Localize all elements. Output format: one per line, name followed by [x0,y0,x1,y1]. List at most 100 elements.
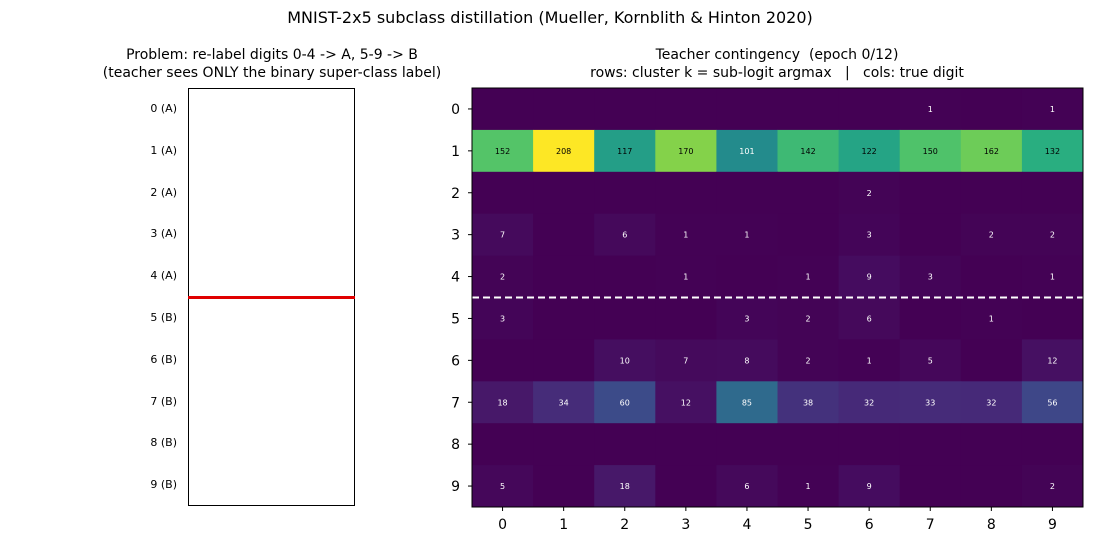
cell-value-label: 9 [867,273,872,282]
heatmap-cell [594,339,656,382]
x-tick-label: 9 [1048,517,1057,533]
heatmap-cell [1021,381,1084,424]
heatmap-cell [899,465,962,508]
superclass-separator [188,296,355,299]
cell-value-label: 85 [742,398,752,407]
x-tick-label: 6 [865,517,874,533]
heatmap-cell [777,339,840,382]
digit-row-label: 6 (B) [150,352,177,366]
y-tick-label: 5 [451,311,460,327]
heatmap-cell [716,465,778,508]
cell-value-label: 1 [806,273,811,282]
heatmap-cell [533,465,595,508]
cell-value-label: 34 [559,398,569,407]
figure-title: MNIST-2x5 subclass distillation (Mueller… [287,8,813,27]
heatmap-cell [716,339,778,382]
heatmap-cell [1021,423,1084,466]
heatmap-cell [960,423,1023,466]
cell-value-label: 32 [986,398,996,407]
cell-value-label: 10 [620,356,630,365]
heatmap-cell [716,423,778,466]
cell-value-label: 1 [928,105,933,114]
heatmap-cell [533,297,595,340]
cell-value-label: 5 [500,482,505,491]
heatmap-cell [716,255,778,298]
cell-value-label: 6 [622,231,627,240]
heatmap-cell [655,297,717,340]
heatmap-cell [533,171,595,215]
heatmap-cell [960,129,1023,173]
cell-value-label: 122 [862,147,877,156]
heatmap-cell [594,297,656,340]
heatmap-cell [1021,213,1084,257]
cell-value-label: 142 [800,147,815,156]
heatmap-cell [533,213,595,257]
heatmap-cell [1021,339,1084,382]
cell-value-label: 170 [678,147,693,156]
cell-value-label: 2 [500,273,505,282]
cell-value-label: 117 [617,147,632,156]
heatmap-cell [1021,465,1084,508]
cell-value-label: 2 [989,231,994,240]
y-tick-label: 2 [451,186,460,202]
heatmap-cell [533,423,595,466]
heatmap-cell [838,423,901,466]
cell-value-label: 208 [556,147,571,156]
heatmap-cell [899,381,962,424]
cell-value-label: 3 [867,231,872,240]
heatmap-cell [472,297,534,340]
heatmap-cell [472,171,534,215]
heatmap-cell [899,255,962,298]
heatmap-cell [960,339,1023,382]
left-panel-title: Problem: re-label digits 0-4 -> A, 5-9 -… [102,47,442,81]
cell-value-label: 1 [744,231,749,240]
heatmap-cell [777,381,840,424]
heatmap-cell [594,465,656,508]
heatmap-cell [838,297,901,340]
heatmap-cell [472,129,534,173]
cell-value-label: 12 [681,398,691,407]
heatmap-cell [899,339,962,382]
heatmap-cell [716,129,778,173]
heatmap-cell [899,129,962,173]
cell-value-label: 2 [806,314,811,323]
x-tick-label: 0 [498,517,507,533]
heatmap-cell [472,465,534,508]
x-tick-label: 2 [620,517,629,533]
heatmap-cell [655,465,717,508]
digit-row-label: 8 (B) [150,436,177,450]
cell-value-label: 56 [1047,398,1057,407]
cell-value-label: 5 [928,356,933,365]
heatmap-cell [960,381,1023,424]
cell-value-label: 150 [923,147,938,156]
heatmap-cell [899,213,962,257]
x-tick-label: 4 [742,517,751,533]
cell-value-label: 1 [867,356,872,365]
cell-value-label: 162 [984,147,999,156]
heatmap-cell [594,381,656,424]
cell-value-label: 1 [806,482,811,491]
heatmap-cell [472,423,534,466]
heatmap-cell [1021,171,1084,215]
heatmap-cell [716,381,778,424]
cell-value-label: 8 [744,356,749,365]
heatmap-frame [471,87,1084,508]
heatmap-title: Teacher contingency (epoch 0/12) rows: c… [590,47,964,81]
cell-value-label: 2 [867,189,872,198]
heatmap-cell [472,213,534,257]
heatmap-cell [716,297,778,340]
y-tick-label: 7 [451,395,460,411]
heatmap-cell [777,255,840,298]
cell-value-label: 38 [803,398,813,407]
y-tick-label: 9 [451,479,460,495]
cell-value-label: 1 [1050,105,1055,114]
digit-row-label: 0 (A) [150,101,177,115]
heatmap-cell [472,88,534,131]
heatmap-cell [899,423,962,466]
heatmap-cell [594,255,656,298]
heatmap-cell [533,381,595,424]
heatmap-cell [655,88,717,131]
heatmap-cell [960,465,1023,508]
heatmap-cell [472,381,534,424]
cell-value-label: 3 [500,314,505,323]
